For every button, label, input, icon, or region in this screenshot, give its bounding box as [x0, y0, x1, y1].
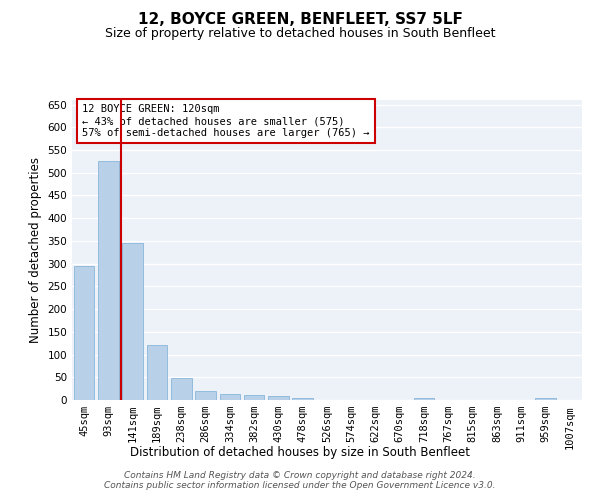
Text: Distribution of detached houses by size in South Benfleet: Distribution of detached houses by size … [130, 446, 470, 459]
Bar [171, 378, 191, 400]
Y-axis label: Number of detached properties: Number of detached properties [29, 157, 42, 343]
Text: Size of property relative to detached houses in South Benfleet: Size of property relative to detached ho… [105, 28, 495, 40]
Text: 12, BOYCE GREEN, BENFLEET, SS7 5LF: 12, BOYCE GREEN, BENFLEET, SS7 5LF [137, 12, 463, 28]
Bar [414, 398, 434, 400]
Bar [535, 398, 556, 400]
Bar [268, 396, 289, 400]
Bar [292, 398, 313, 400]
Bar [220, 394, 240, 400]
Bar [74, 266, 94, 400]
Text: 12 BOYCE GREEN: 120sqm
← 43% of detached houses are smaller (575)
57% of semi-de: 12 BOYCE GREEN: 120sqm ← 43% of detached… [82, 104, 370, 138]
Bar [122, 243, 143, 400]
Bar [195, 391, 216, 400]
Bar [244, 394, 265, 400]
Bar [98, 162, 119, 400]
Bar [146, 346, 167, 400]
Text: Contains HM Land Registry data © Crown copyright and database right 2024.
Contai: Contains HM Land Registry data © Crown c… [104, 470, 496, 490]
